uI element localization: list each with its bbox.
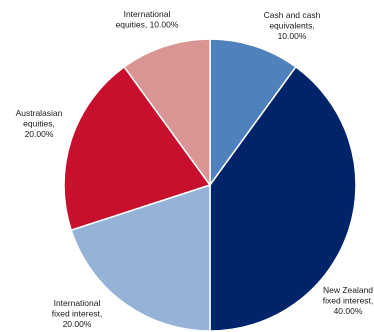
- slice-label-line: International: [54, 298, 101, 308]
- slice-label-line: 20.00%: [25, 129, 54, 139]
- pie-slice-0: [209, 38, 297, 188]
- pie-slice-1: [209, 65, 357, 332]
- slice-label-3: Australasian equities, 20.00%: [16, 108, 63, 139]
- slice-label-line: equities, 10.00%: [116, 20, 179, 30]
- slice-label-line: Australasian: [16, 108, 63, 118]
- slice-label-line: 20.00%: [63, 319, 92, 329]
- pie-slice-2: [70, 183, 211, 332]
- slice-label-line: New Zealand: [323, 285, 373, 295]
- slice-label-line: equities,: [23, 119, 55, 129]
- pie-slice-4: [123, 38, 211, 188]
- slice-label-line: 40.00%: [334, 306, 363, 316]
- slice-label-0: Cash and cash equivalents, 10.00%: [264, 10, 321, 41]
- slice-label-1: New Zealand fixed interest, 40.00%: [323, 285, 374, 316]
- slice-label-line: Cash and cash: [264, 10, 321, 20]
- slice-label-line: fixed interest,: [323, 296, 374, 306]
- slice-label-line: 10.00%: [278, 31, 307, 41]
- slice-label-line: equivalents,: [269, 21, 314, 31]
- slice-label-line: fixed interest,: [52, 309, 103, 319]
- slice-label-2: International fixed interest, 20.00%: [52, 298, 103, 329]
- slice-label-4: International equities, 10.00%: [116, 9, 179, 30]
- slice-label-line: International: [124, 9, 171, 19]
- pie-slice-3: [63, 65, 212, 232]
